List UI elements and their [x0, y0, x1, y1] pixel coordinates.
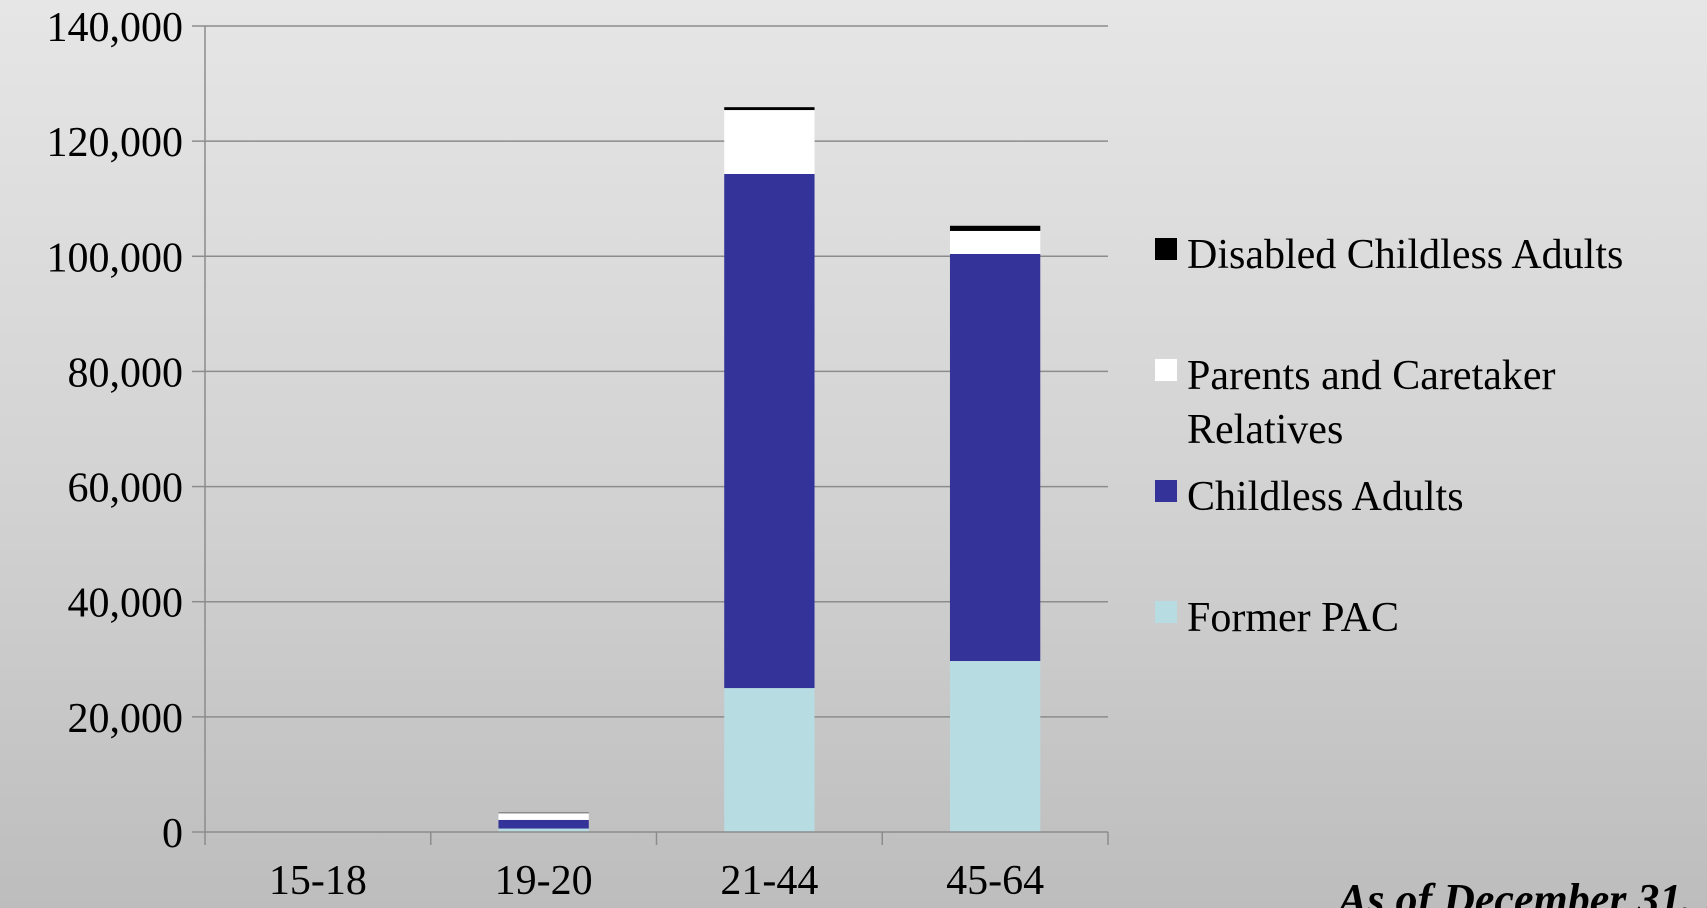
y-tick-label: 100,000	[47, 235, 184, 281]
gridlines	[205, 25, 1108, 718]
bar-segment	[724, 688, 815, 832]
legend-label: Parents and Caretaker Relatives	[1187, 353, 1556, 453]
bar-segment	[949, 661, 1041, 832]
tick-labels: 0 20,000 40,000 60,000 80,000 100,000 120,000 1…	[47, 5, 1045, 904]
y-tick-label: 60,000	[68, 466, 184, 512]
x-tick-label: 19-20	[495, 858, 593, 904]
legend-label: Former PAC	[1187, 595, 1399, 641]
legend-swatch	[1155, 601, 1177, 623]
bar-segment	[949, 230, 1041, 254]
bar-segment	[498, 819, 589, 829]
legend-swatch	[1155, 238, 1177, 260]
x-tick-label: 21-44	[720, 858, 818, 904]
legend-label: Childless Adults	[1187, 474, 1464, 520]
bar-segment	[949, 225, 1041, 231]
footnote: As of December 31, 2012	[1338, 875, 1707, 908]
y-tick-label: 80,000	[68, 350, 184, 396]
bar-segment	[498, 828, 589, 832]
legend-item-former-pac: Former PAC	[1155, 591, 1687, 645]
bar-segment	[724, 110, 815, 174]
bar-segment	[498, 813, 589, 820]
y-tick-label: 140,000	[47, 5, 184, 51]
bar-segment	[949, 253, 1041, 662]
legend-label: Disabled Childless Adults	[1187, 232, 1624, 278]
legend-swatch	[1155, 359, 1177, 381]
legend-item-disabled-childless-adults: Disabled Childless Adults	[1155, 228, 1687, 282]
axes	[192, 25, 1109, 845]
y-tick-label: 40,000	[68, 581, 184, 627]
bar-segment	[724, 107, 815, 111]
legend-item-parents-and-caretaker-relatives: Parents and Caretaker Relatives	[1155, 349, 1687, 457]
bar-segment	[724, 173, 815, 689]
bar-segment	[498, 812, 589, 814]
y-tick-label: 0	[162, 811, 183, 857]
x-tick-label: 15-18	[269, 858, 367, 904]
y-tick-label: 20,000	[68, 696, 184, 742]
bars	[272, 107, 1041, 833]
y-tick-label: 120,000	[47, 120, 184, 166]
legend-item-childless-adults: Childless Adults	[1155, 470, 1687, 524]
x-tick-label: 45-64	[946, 858, 1044, 904]
legend-swatch	[1155, 480, 1177, 502]
